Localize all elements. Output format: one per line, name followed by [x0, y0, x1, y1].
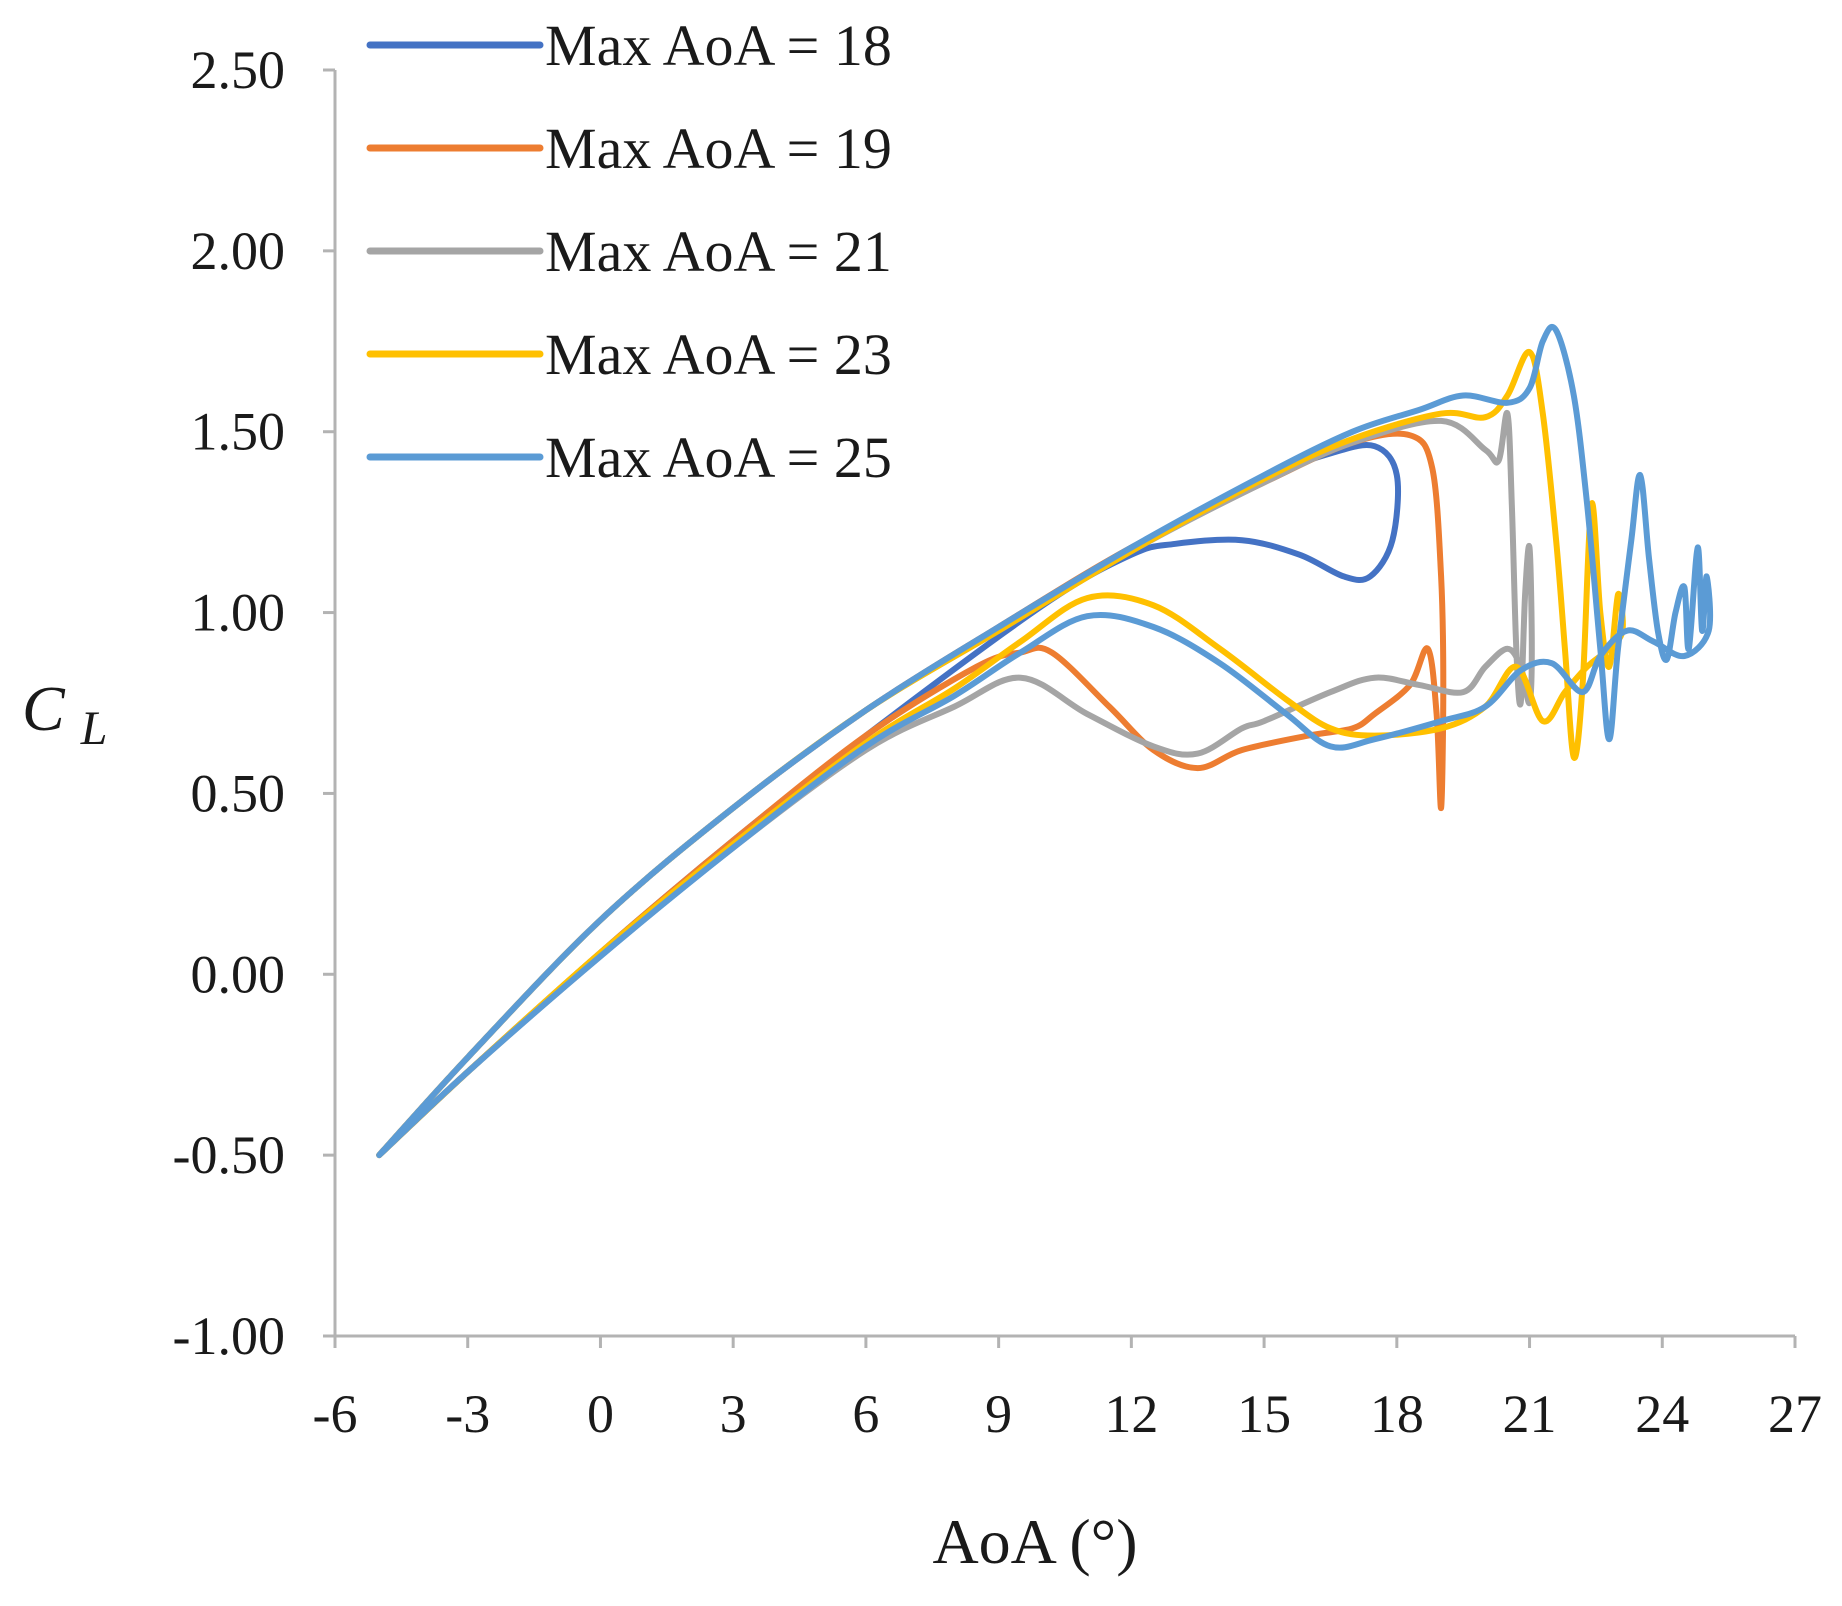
- x-tick-label: 9: [985, 1384, 1012, 1444]
- y-axis-title-subscript: L: [80, 702, 108, 755]
- y-tick-label: 1.50: [191, 402, 286, 462]
- y-tick-label: 1.00: [191, 583, 286, 643]
- series-line-1: [376, 442, 1401, 1159]
- series-line-2: [376, 430, 1447, 1159]
- series-line-4: [376, 349, 1626, 1159]
- y-tick-label: 0.50: [191, 763, 286, 823]
- x-tick-label: 21: [1503, 1384, 1557, 1444]
- y-tick-label: 2.00: [191, 221, 286, 281]
- legend-entry: Max AoA = 19: [366, 116, 892, 181]
- series-line-3: [376, 410, 1535, 1159]
- x-tick-label: -3: [445, 1384, 490, 1444]
- series-layer: [376, 323, 1714, 1159]
- legend: Max AoA = 18 Max AoA = 19 Max AoA = 21 Max …: [366, 13, 892, 490]
- legend-label: Max AoA = 21: [545, 219, 892, 284]
- x-tick-label: 6: [852, 1384, 879, 1444]
- x-tick-label: 18: [1370, 1384, 1424, 1444]
- legend-entry: Max AoA = 21: [366, 219, 892, 284]
- series-line-5: [376, 323, 1714, 1159]
- y-ticks: -1.00 -0.50 0.00 0.50 1.00 1.50 2.00 2.50: [173, 40, 335, 1366]
- x-ticks: -6 -3 0 3 6 9 12 15 18 21 24 27: [313, 1336, 1822, 1444]
- x-tick-label: 12: [1104, 1384, 1158, 1444]
- y-axis-title: C L: [22, 673, 107, 755]
- y-tick-label: -1.00: [173, 1306, 285, 1366]
- x-tick-label: 27: [1768, 1384, 1822, 1444]
- legend-entry: Max AoA = 18: [366, 13, 892, 78]
- legend-label: Max AoA = 18: [545, 13, 892, 78]
- x-axis-title: AoA (°): [932, 1506, 1137, 1577]
- legend-label: Max AoA = 25: [545, 425, 892, 490]
- axes: [333, 70, 1795, 1338]
- y-axis-title-main: C: [22, 673, 66, 744]
- y-tick-label: 0.00: [191, 944, 286, 1004]
- x-tick-label: 0: [587, 1384, 614, 1444]
- x-tick-label: -6: [313, 1384, 358, 1444]
- legend-label: Max AoA = 23: [545, 322, 892, 387]
- x-tick-label: 3: [720, 1384, 747, 1444]
- legend-entry: Max AoA = 25: [366, 425, 892, 490]
- legend-entry: Max AoA = 23: [366, 322, 892, 387]
- y-tick-label: 2.50: [191, 40, 286, 100]
- x-tick-label: 15: [1237, 1384, 1291, 1444]
- y-tick-label: -0.50: [173, 1125, 285, 1185]
- x-tick-label: 24: [1635, 1384, 1689, 1444]
- legend-label: Max AoA = 19: [545, 116, 892, 181]
